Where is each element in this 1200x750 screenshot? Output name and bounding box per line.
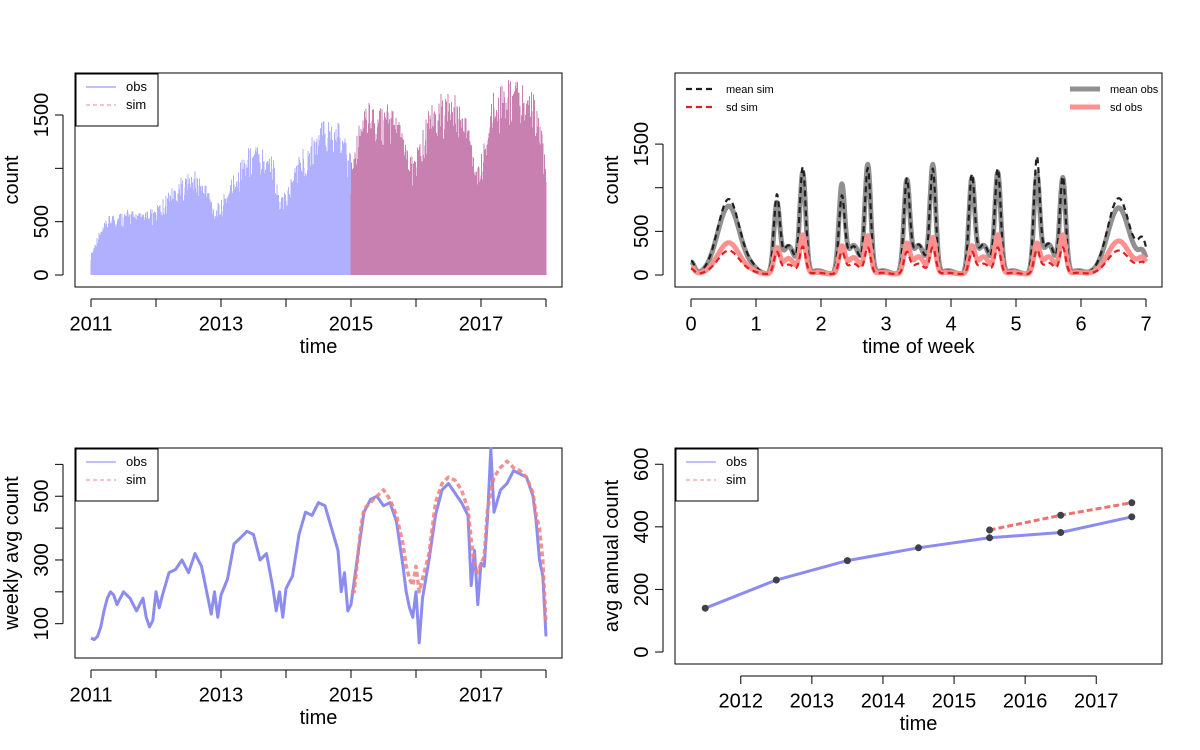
p4-legend-label-sim: sim xyxy=(726,472,746,487)
p1-y-axis: 0 500 1500 count xyxy=(1,93,64,281)
p2-right-legend: mean obs sd obs xyxy=(1070,84,1159,114)
p4-legend-box xyxy=(675,448,759,502)
p4-x-tick-label: 2017 xyxy=(1074,691,1119,713)
p4-x-axis-title: time xyxy=(900,713,938,735)
p2-left-legend-label-sd-sim: sd sim xyxy=(726,102,758,114)
p4-point-obs xyxy=(772,576,780,584)
p4-point-sim xyxy=(986,526,994,534)
p4-y-axis-title: avg annual count xyxy=(601,479,623,632)
p4-x-tick-label: 2012 xyxy=(719,691,764,713)
p3-x-tick-label: 2015 xyxy=(329,685,374,707)
p3-legend-box xyxy=(75,448,159,502)
p4-x-tick-label: 2015 xyxy=(932,691,977,713)
p4-series-sim xyxy=(986,499,1136,534)
p3-legend: obs sim xyxy=(75,448,159,502)
panel-annual-avg: 2012 2013 2014 2015 2016 2017 time 0 200 400 600 av… xyxy=(601,447,1163,735)
panel-time-of-week: 0 1 2 3 4 5 6 7 time of week 0 500 1500 count mean si… xyxy=(601,72,1163,358)
p3-x-axis-title: time xyxy=(300,707,338,729)
p1-series-sim xyxy=(350,79,547,275)
p4-x-tick-label: 2013 xyxy=(790,691,835,713)
p1-legend-label-sim: sim xyxy=(126,97,146,112)
p3-y-tick-label: 300 xyxy=(31,543,53,576)
p3-y-axis-title: weekly avg count xyxy=(1,476,23,631)
p2-x-tick-label: 6 xyxy=(1075,314,1086,336)
p1-x-axis-title: time xyxy=(300,336,338,358)
p1-legend-box xyxy=(75,73,159,127)
p4-y-tick-label: 400 xyxy=(631,510,653,543)
p4-y-tick-label: 200 xyxy=(631,573,653,606)
p1-series-mark-obs xyxy=(90,121,352,275)
p2-y-tick-label: 500 xyxy=(631,215,653,248)
p2-y-tick-label: 0 xyxy=(631,269,653,280)
p2-left-legend: mean sim sd sim xyxy=(686,84,774,114)
p4-point-obs xyxy=(843,557,851,565)
p1-y-tick-label: 500 xyxy=(31,205,53,238)
p4-point-obs xyxy=(1128,513,1136,521)
p2-x-tick-label: 4 xyxy=(945,314,956,336)
p4-x-axis: 2012 2013 2014 2015 2016 2017 time xyxy=(719,675,1119,735)
p3-y-tick-label: 500 xyxy=(31,480,53,513)
p1-x-tick-label: 2015 xyxy=(329,314,374,336)
p4-line-obs xyxy=(704,515,1133,610)
p2-right-legend-label-mean-obs: mean obs xyxy=(1110,84,1159,96)
p3-y-axis: 100 300 500 weekly avg count xyxy=(1,463,64,640)
p1-x-tick-label: 2011 xyxy=(69,314,112,336)
p3-legend-label-sim: sim xyxy=(126,472,146,487)
p3-x-axis: 2011 2013 2015 2017 time xyxy=(69,669,547,729)
p2-x-axis-title: time of week xyxy=(862,336,975,358)
p2-x-tick-label: 2 xyxy=(815,314,826,336)
p3-legend-label-obs: obs xyxy=(126,454,147,469)
p3-series-sim xyxy=(351,459,548,624)
p3-x-tick-label: 2017 xyxy=(459,685,504,707)
p1-series-obs xyxy=(90,121,352,275)
p4-series-obs xyxy=(701,513,1136,612)
p2-x-axis: 0 1 2 3 4 5 6 7 time of week xyxy=(685,298,1152,358)
p2-x-tick-label: 0 xyxy=(685,314,696,336)
p2-y-tick-label: 1500 xyxy=(631,122,653,167)
p4-y-axis: 0 200 400 600 avg annual count xyxy=(601,448,664,658)
p3-x-tick-label: 2011 xyxy=(69,685,112,707)
p4-legend: obs sim xyxy=(675,448,759,502)
p4-y-tick-label: 0 xyxy=(631,646,653,657)
p4-point-obs xyxy=(1057,528,1065,536)
p1-plot-frame xyxy=(74,72,563,288)
p1-y-tick-label: 0 xyxy=(31,269,53,280)
p2-plot-frame xyxy=(674,72,1163,288)
p2-x-tick-label: 7 xyxy=(1140,314,1151,336)
p2-y-axis-title: count xyxy=(601,155,623,204)
p4-legend-label-obs: obs xyxy=(726,454,747,469)
p3-plot-frame xyxy=(74,447,563,659)
p2-series-sd-sim xyxy=(690,245,1147,276)
p3-x-tick-label: 2013 xyxy=(199,685,244,707)
panel-timeseries-count: 2011 2013 2015 2017 time 0 500 1500 count obs sim xyxy=(1,72,563,358)
p4-point-obs xyxy=(986,534,994,542)
p2-x-tick-label: 5 xyxy=(1010,314,1021,336)
p4-y-tick-label: 600 xyxy=(631,448,653,481)
p4-x-tick-label: 2016 xyxy=(1003,691,1048,713)
p1-legend-label-obs: obs xyxy=(126,79,147,94)
p2-x-tick-label: 3 xyxy=(880,314,891,336)
p4-point-sim xyxy=(1128,499,1136,507)
p2-x-tick-label: 1 xyxy=(750,314,761,336)
p1-y-tick-label: 1500 xyxy=(31,93,53,138)
p2-left-legend-label-mean-sim: mean sim xyxy=(726,84,774,96)
p3-y-tick-label: 100 xyxy=(31,607,53,640)
p1-x-axis: 2011 2013 2015 2017 time xyxy=(69,298,547,358)
p4-x-tick-label: 2014 xyxy=(861,691,906,713)
p4-point-sim xyxy=(1057,511,1065,519)
p4-point-obs xyxy=(915,544,922,552)
p2-y-axis: 0 500 1500 count xyxy=(601,122,664,281)
panel-weekly-avg: 2011 2013 2015 2017 time 100 300 500 weekly avg … xyxy=(1,446,563,729)
p4-plot-frame xyxy=(674,447,1163,665)
p1-series-mark-sim xyxy=(350,79,547,275)
p4-point-obs xyxy=(701,604,709,612)
p1-y-axis-title: count xyxy=(1,155,23,204)
p3-series-obs xyxy=(90,446,548,645)
p2-right-legend-label-sd-obs: sd obs xyxy=(1110,102,1143,114)
p1-x-tick-label: 2013 xyxy=(199,314,244,336)
p1-legend: obs sim xyxy=(75,73,159,127)
p1-x-tick-label: 2017 xyxy=(459,314,504,336)
